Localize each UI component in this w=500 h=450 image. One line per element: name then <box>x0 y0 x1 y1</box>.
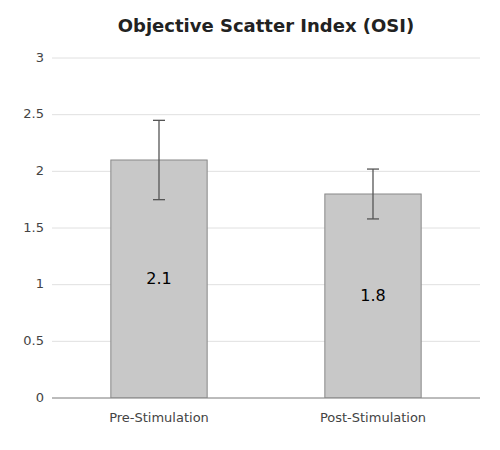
bars <box>111 120 421 398</box>
grid-line <box>52 58 480 59</box>
grid-line <box>52 114 480 115</box>
x-tick-label: Post-Stimulation <box>320 410 426 425</box>
y-tick-label: 2.5 <box>23 106 44 121</box>
error-cap <box>367 168 379 169</box>
error-cap <box>153 199 165 200</box>
y-tick-label: 3 <box>36 50 44 65</box>
grid-line <box>52 398 480 399</box>
grid <box>52 58 480 398</box>
error-bar <box>367 169 379 219</box>
y-tick-label: 1 <box>36 276 44 291</box>
chart-title: Objective Scatter Index (OSI) <box>118 15 414 36</box>
y-tick-label: 1.5 <box>23 220 44 235</box>
error-cap <box>367 218 379 219</box>
y-tick-label: 0 <box>36 390 44 405</box>
error-bar <box>153 120 165 199</box>
error-cap <box>153 120 165 121</box>
data-label: 1.8 <box>360 286 385 305</box>
bar <box>325 194 421 398</box>
x-axis-line <box>52 398 480 399</box>
chart-svg: Objective Scatter Index (OSI) 0 0.5 1 1.5 2 2.… <box>0 0 500 450</box>
y-tick-label: 2 <box>36 163 44 178</box>
data-label: 2.1 <box>146 269 171 288</box>
error-line <box>158 120 159 199</box>
error-line <box>372 169 373 219</box>
x-tick-label: Pre-Stimulation <box>109 410 209 425</box>
chart-container: Objective Scatter Index (OSI) 0 0.5 1 1.5 2 2.… <box>0 0 500 450</box>
y-tick-label: 0.5 <box>23 333 44 348</box>
